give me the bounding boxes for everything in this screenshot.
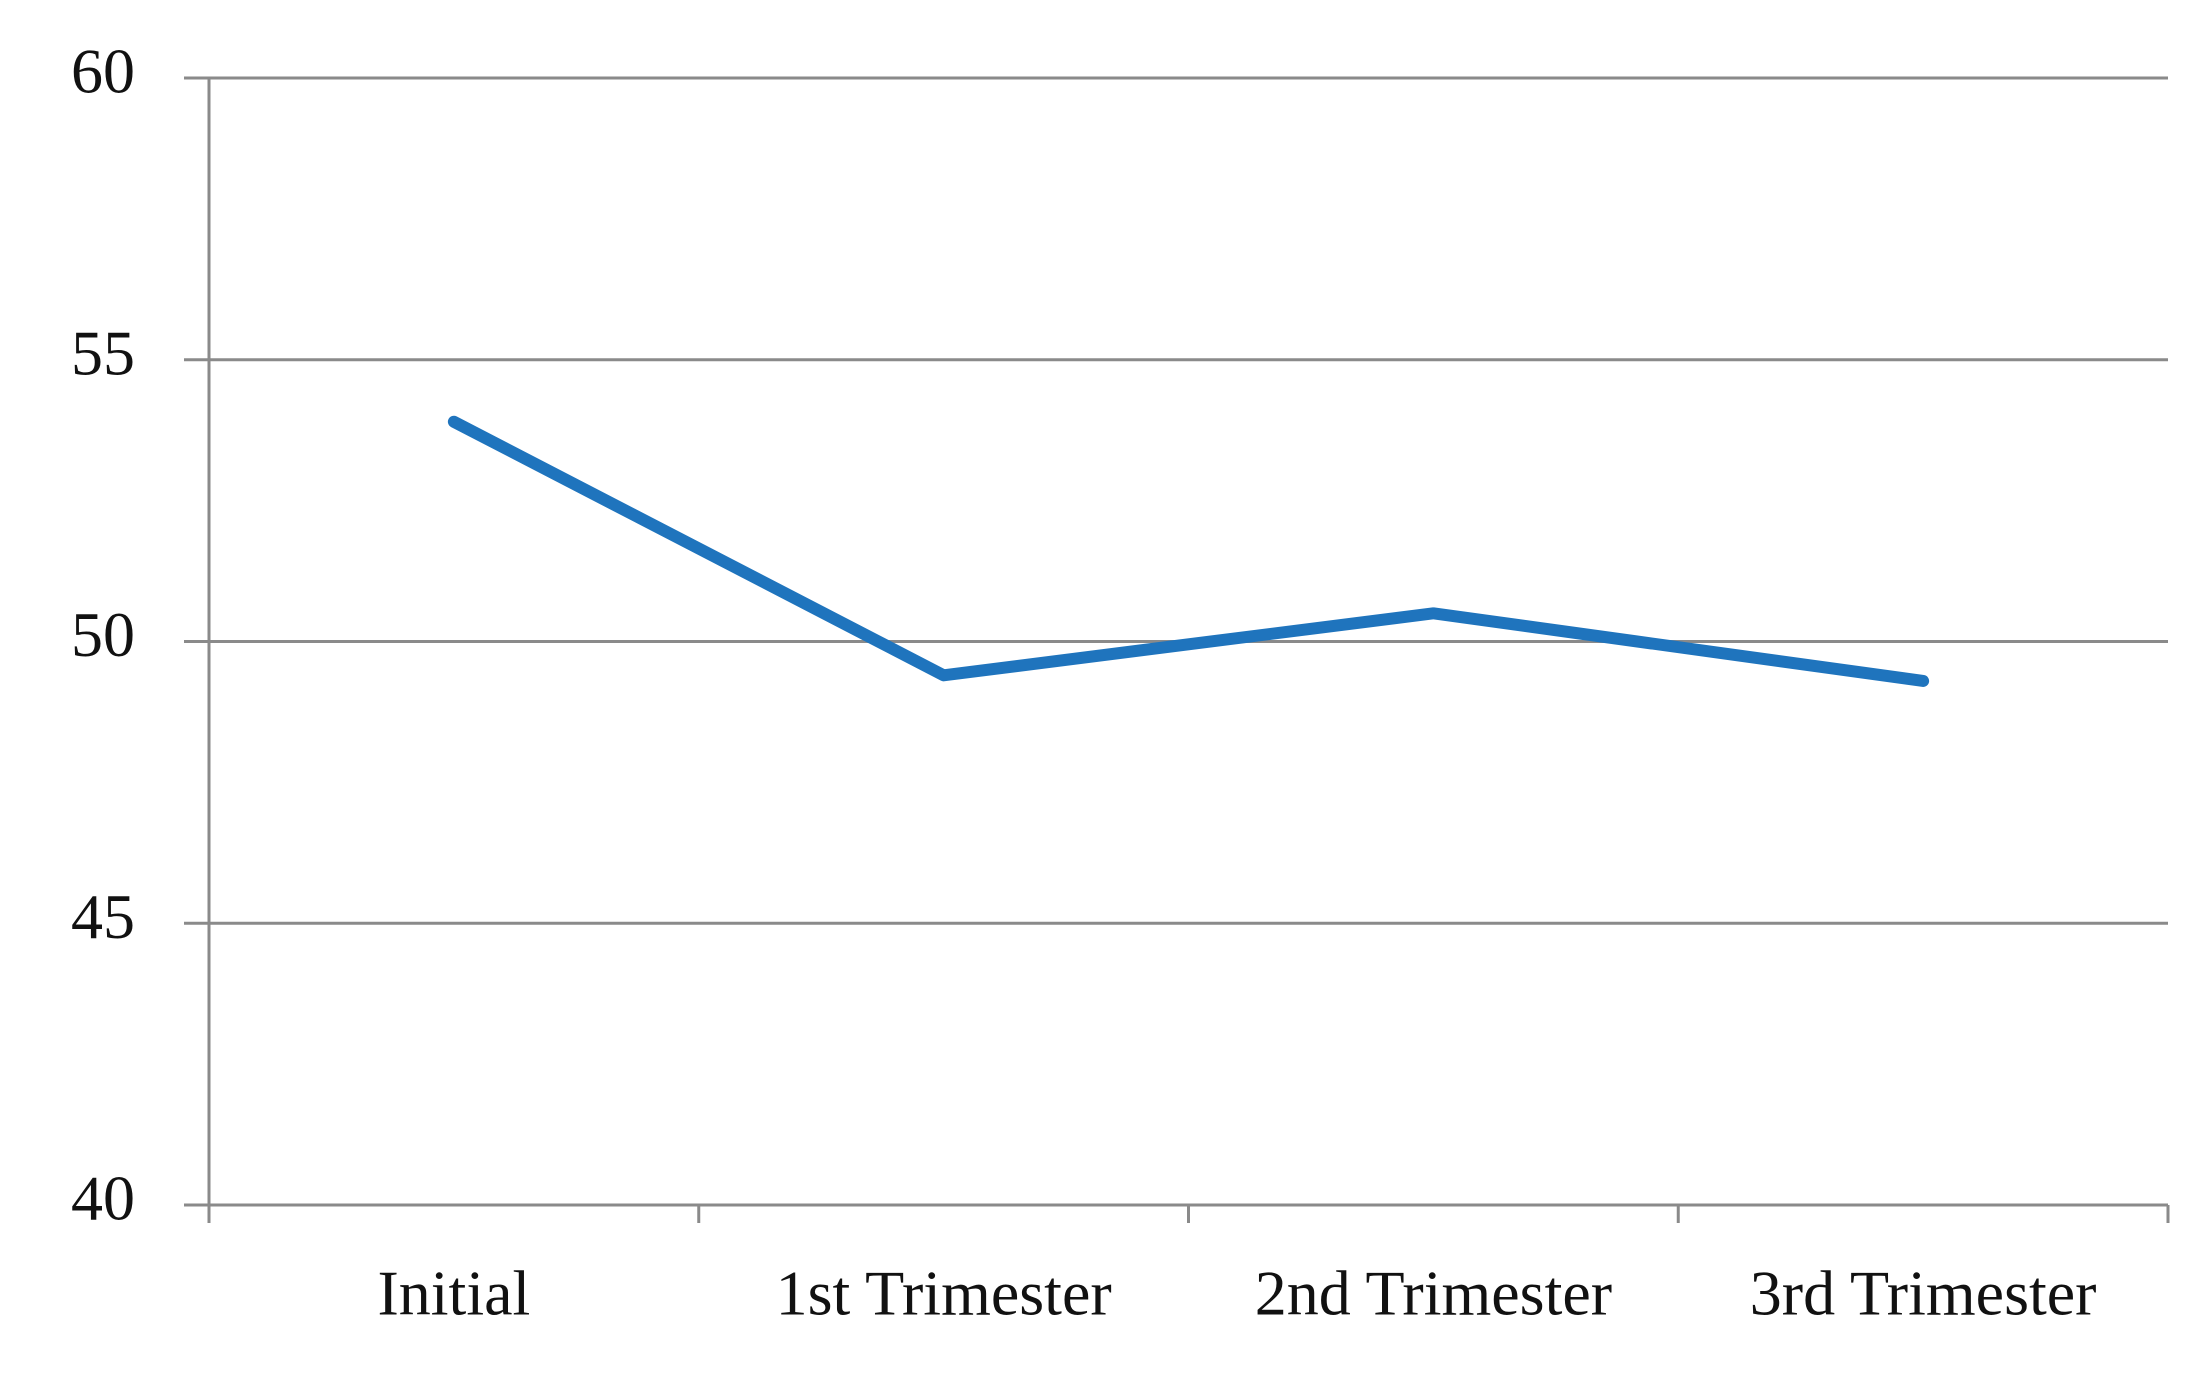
y-tick-label: 45 bbox=[71, 881, 135, 952]
data-line bbox=[447, 415, 1930, 687]
x-tick-label: Initial bbox=[377, 1258, 530, 1329]
x-tick-label: 1st Trimester bbox=[776, 1258, 1112, 1329]
y-tick-label: 55 bbox=[71, 317, 135, 388]
x-tick-label: 2nd Trimester bbox=[1255, 1258, 1612, 1329]
y-tick-label: 60 bbox=[71, 36, 135, 107]
y-tick-label: 40 bbox=[71, 1163, 135, 1234]
y-tick-label: 50 bbox=[71, 599, 135, 670]
x-tick-label: 3rd Trimester bbox=[1750, 1258, 2097, 1329]
